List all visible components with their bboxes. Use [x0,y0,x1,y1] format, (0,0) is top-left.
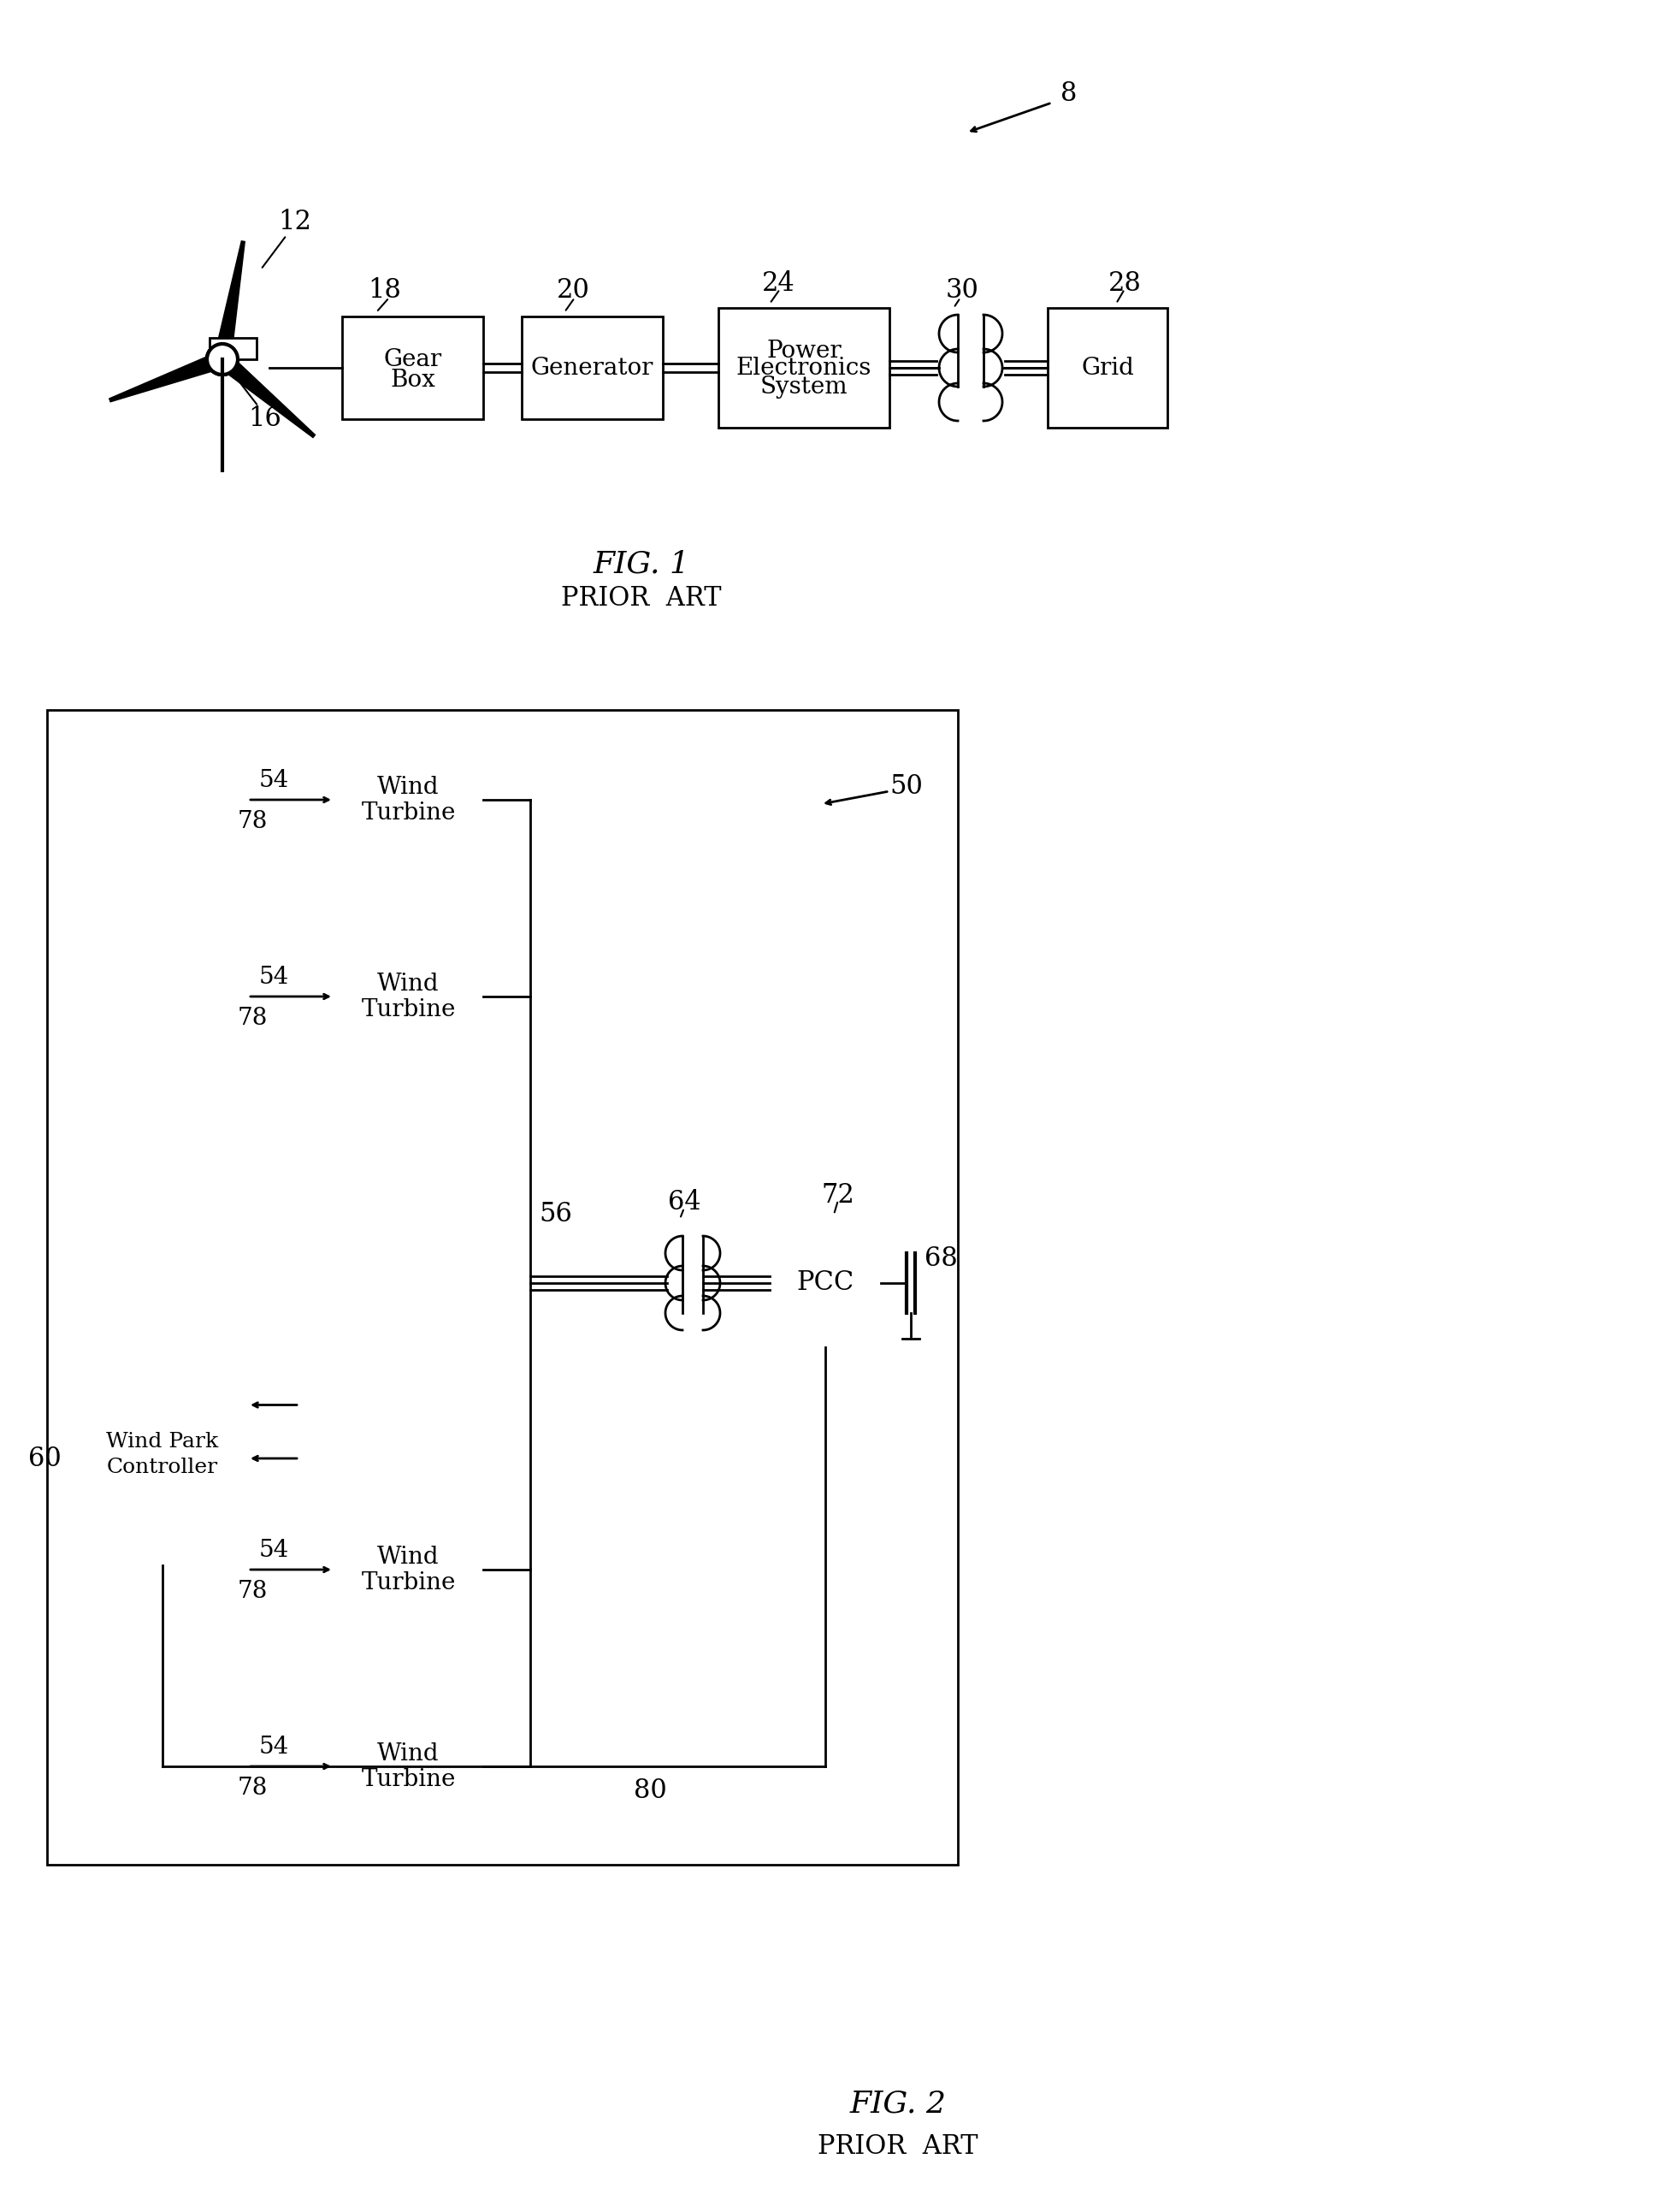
Text: Turbine: Turbine [362,1571,455,1595]
Text: PRIOR  ART: PRIOR ART [818,2135,978,2161]
Text: 54: 54 [259,770,289,792]
Text: 72: 72 [822,1181,855,1208]
Text: Wind: Wind [377,971,440,995]
Text: System: System [760,376,848,398]
Text: Wind: Wind [377,776,440,799]
Polygon shape [217,352,315,438]
Text: 54: 54 [259,1540,289,1562]
Circle shape [208,343,237,374]
Text: Turbine: Turbine [362,1767,455,1792]
Text: 78: 78 [237,1006,267,1029]
Text: Generator: Generator [531,356,654,380]
Text: 78: 78 [237,1579,267,1601]
Text: 28: 28 [1107,270,1142,296]
Text: 60: 60 [28,1444,61,1471]
Text: 24: 24 [762,270,795,296]
Text: 80: 80 [634,1776,667,1803]
Bar [521,316,662,418]
Bar [334,1522,483,1617]
Text: Gear: Gear [383,347,442,372]
Text: Grid: Grid [1081,356,1134,380]
Text: PRIOR  ART: PRIOR ART [561,586,722,613]
Bar [76,1352,247,1566]
Text: FIG. 1: FIG. 1 [593,551,691,580]
Bar [46,710,958,1865]
Polygon shape [110,352,226,403]
Text: 54: 54 [259,1736,289,1759]
Bar [770,1219,881,1347]
Text: Power: Power [767,338,842,363]
Text: Electronics: Electronics [735,356,872,380]
Text: 30: 30 [946,276,979,303]
Text: 16: 16 [249,405,282,431]
Bar [334,949,483,1044]
Text: 68: 68 [925,1245,958,1272]
Bar [209,338,257,358]
Text: 20: 20 [556,276,589,303]
Text: 54: 54 [259,967,289,989]
Polygon shape [214,241,244,361]
Text: Wind: Wind [377,1546,440,1568]
Bar [1047,307,1167,427]
Bar [334,752,483,847]
Text: 8: 8 [1061,82,1077,108]
Text: 78: 78 [237,1776,267,1798]
Circle shape [208,343,237,374]
Text: 18: 18 [369,276,402,303]
Text: 64: 64 [667,1188,701,1214]
Text: Wind: Wind [377,1743,440,1765]
Bar [719,307,890,427]
Text: Controller: Controller [106,1458,217,1478]
Text: Box: Box [390,369,435,392]
Text: PCC: PCC [797,1270,853,1296]
Bar [342,316,483,418]
Text: Wind Park: Wind Park [106,1431,219,1451]
Text: Turbine: Turbine [362,998,455,1022]
Text: FIG. 2: FIG. 2 [850,2090,946,2119]
Text: Turbine: Turbine [362,801,455,825]
Bar [334,1719,483,1814]
Text: 78: 78 [237,810,267,832]
Text: 12: 12 [279,210,312,237]
Text: 50: 50 [890,774,923,801]
Text: 56: 56 [540,1201,573,1228]
